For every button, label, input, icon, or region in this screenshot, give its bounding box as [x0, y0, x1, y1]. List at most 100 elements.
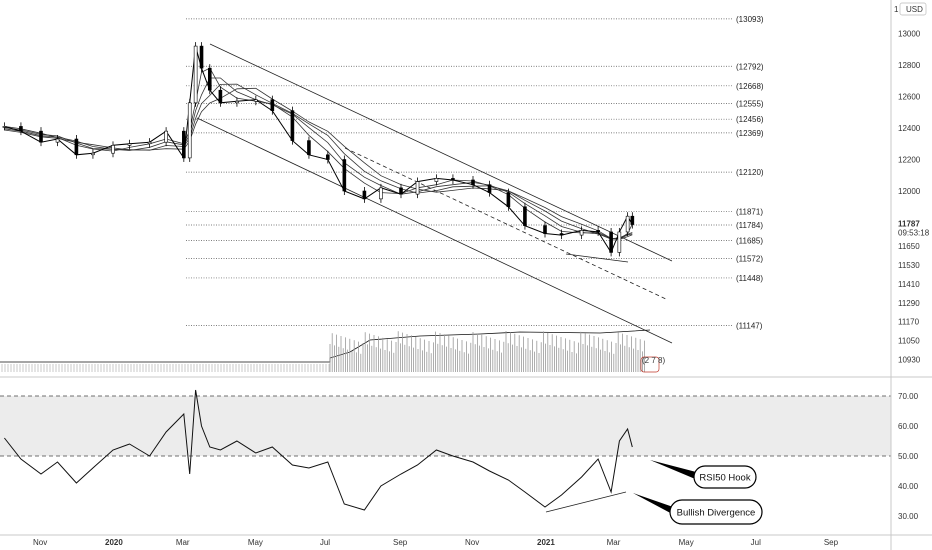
candle-body [342, 159, 347, 192]
candle-body [451, 178, 455, 181]
level-label: (12456) [736, 115, 764, 124]
candle-body [487, 184, 492, 193]
time-tick-label: Jul [320, 538, 330, 547]
level-label: (13093) [736, 15, 764, 24]
price-tick-label: 12600 [898, 93, 921, 102]
volume-layer: (2 7 8) [0, 329, 665, 373]
volume-annotation: (2 7 8) [642, 356, 665, 365]
level-label: (11147) [736, 321, 763, 330]
candlestick-layer [2, 42, 635, 257]
price-tick-label: 12400 [898, 124, 921, 133]
price-tick-label: 10930 [898, 356, 921, 365]
price-tick-label: 11650 [898, 242, 920, 251]
candle-body [193, 45, 198, 104]
rsi-tick-label: 40.00 [898, 482, 919, 491]
moving-average-line [4, 67, 633, 240]
level-label: (12555) [736, 100, 764, 109]
candle-body [307, 140, 311, 156]
candle-body [19, 126, 23, 132]
moving-average-line [4, 77, 633, 240]
rsi-tick-label: 70.00 [898, 392, 919, 401]
price-tick-label: 12000 [898, 187, 921, 196]
moving-average-layer [4, 67, 633, 240]
candle-body [270, 99, 275, 111]
annotation-text: RSI50 Hook [699, 473, 750, 484]
level-label: (12668) [736, 82, 764, 91]
candle-body [74, 138, 79, 156]
divergence-line [545, 491, 627, 513]
price-tick-label: 11290 [898, 299, 920, 308]
candle-body [39, 130, 43, 143]
candle-body [218, 89, 223, 104]
candle-body [207, 67, 212, 91]
price-tick-label: 13000 [898, 30, 921, 39]
candle-body [625, 215, 630, 233]
candle-body [91, 152, 95, 156]
channel-mid-dashed-line [344, 147, 669, 301]
annotation-text: Bullish Divergence [677, 508, 756, 519]
candle-body [630, 215, 635, 225]
candle-body [164, 130, 168, 143]
volume-marker-box [640, 356, 660, 373]
candle-body [2, 126, 7, 128]
candle-body [434, 178, 439, 182]
rsi-tick-label: 30.00 [898, 512, 919, 521]
candle-body [543, 225, 547, 234]
candle-body [187, 102, 192, 159]
candle-body [617, 231, 622, 253]
time-tick-label: 2021 [537, 538, 555, 547]
annotation-arrow [633, 493, 676, 516]
candle-body [579, 230, 584, 236]
candle-body [609, 231, 613, 253]
channel-upper-line [209, 43, 673, 262]
price-tick-label: 12800 [898, 61, 921, 70]
rsi-line [4, 389, 633, 511]
rsi-tick-label: 50.00 [898, 452, 919, 461]
price-tick-label: 12200 [898, 156, 921, 165]
rsi-tick-label: 60.00 [898, 422, 919, 431]
time-tick-label: Jul [751, 538, 761, 547]
time-tick-label: May [679, 538, 694, 547]
time-tick-label: Nov [33, 538, 47, 547]
moving-average-line [4, 87, 633, 240]
price-axis-top-partial: 1 [894, 5, 899, 14]
currency-button-label[interactable]: USD [906, 5, 923, 14]
price-tick-label: 11410 [898, 280, 920, 289]
level-label: (11685) [736, 237, 763, 246]
level-label: (12120) [736, 168, 764, 177]
channel-lower-line [196, 117, 673, 344]
candle-body [523, 206, 527, 226]
candle-body [399, 187, 403, 195]
price-tick-label: 11530 [898, 261, 920, 270]
candle-body [415, 181, 420, 195]
rsi-band-fill [0, 396, 891, 456]
last-price-label: 11787 [898, 220, 920, 229]
countdown-label: 09:53:18 [898, 229, 930, 238]
time-tick-label: Mar [176, 538, 190, 547]
candle-body [362, 190, 367, 200]
level-label: (12792) [736, 62, 764, 71]
candle-body [506, 192, 511, 208]
price-tick-label: 11050 [898, 337, 920, 346]
time-tick-label: May [248, 538, 263, 547]
candle-body [559, 233, 564, 236]
candle-body [55, 138, 60, 143]
level-label: (12369) [736, 129, 764, 138]
candle-body [290, 110, 295, 141]
time-tick-label: Mar [607, 538, 621, 547]
candle-body [596, 230, 600, 233]
candle-body [182, 130, 186, 159]
time-tick-label: Nov [465, 538, 479, 547]
candle-body [127, 143, 132, 146]
candle-body [254, 99, 258, 102]
candle-body [379, 187, 383, 200]
level-label: (11784) [736, 221, 763, 230]
currency-button-box [899, 2, 927, 16]
rsi-pane: 70.00 60.00 50.00 40.00 30.00 [0, 389, 919, 521]
candle-body [111, 145, 115, 154]
level-label: (11572) [736, 254, 763, 263]
